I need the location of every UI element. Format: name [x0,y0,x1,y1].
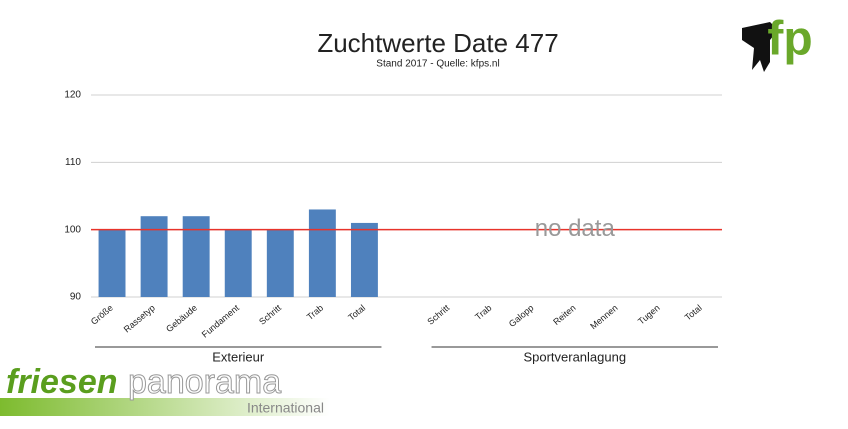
bar [350,222,378,297]
x-tick-label: Trab [305,303,325,322]
chart-subtitle: Stand 2017 - Quelle: kfps.nl [376,59,499,70]
horse-icon [742,22,778,72]
x-tick-label: Größe [89,303,115,327]
logo-text: fp [767,13,812,66]
x-tick-label: Tugen [636,303,662,327]
x-tick-label: Trab [473,303,493,322]
y-tick-label: 90 [70,292,82,303]
x-tick-label: Reiten [551,303,577,327]
brand-bar [0,398,330,416]
x-tick-label: Schritt [257,302,283,326]
bar [140,216,168,297]
bar [308,209,336,297]
x-tick-label: Total [683,303,704,323]
bar [98,229,126,297]
bar [266,229,294,297]
x-tick-label: Galopp [507,303,536,329]
bar [182,216,210,297]
brand-name-light: panorama [128,363,281,401]
x-tick-label: Total [346,303,367,323]
y-tick-label: 110 [65,157,81,168]
chart-title: Zuchtwerte Date 477 [317,28,558,58]
x-tick-label: Fundament [200,302,242,339]
logo: fp [742,13,813,72]
group-label: Exterieur [212,349,265,364]
brand-name: friesen [6,363,118,401]
x-tick-label: Schritt [425,302,451,326]
annotation: no data [535,215,616,242]
x-tick-label: Gebäude [164,303,199,334]
y-tick-label: 120 [64,90,81,101]
x-tick-label: Mennen [588,303,619,332]
y-tick-label: 100 [64,224,81,235]
brand-tagline: International [247,400,324,416]
x-tick-label: Rassetyp [122,303,157,335]
group-label: Sportveranlagung [523,349,626,364]
bar [224,229,252,297]
